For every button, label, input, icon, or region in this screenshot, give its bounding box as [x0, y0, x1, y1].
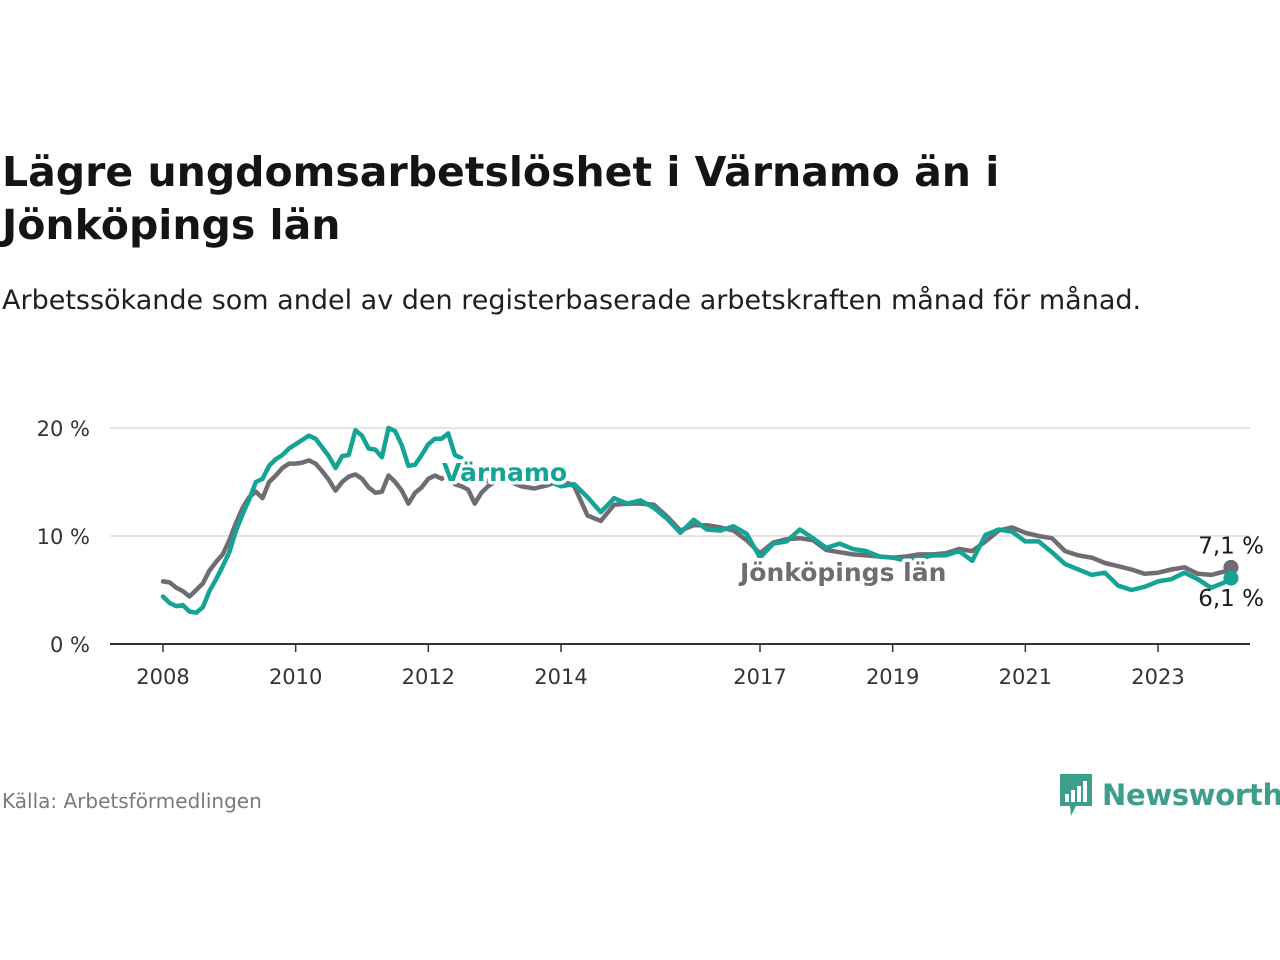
brand-name: Newsworthy [1102, 778, 1280, 812]
x-tick-label: 2023 [1131, 665, 1184, 689]
y-tick-label: 20 % [37, 417, 90, 441]
x-tick-label: 2008 [136, 665, 189, 689]
series-label-varnamo: Värnamo [442, 458, 567, 487]
series-lines [160, 425, 1239, 615]
chart-title: Lägre ungdomsarbetslöshet i Värnamo än i… [2, 148, 1000, 249]
bar-chart-logo-icon [1060, 774, 1092, 816]
x-tick-label: 2017 [733, 665, 786, 689]
end-point-jonkoping [1223, 559, 1239, 575]
series-line-varnamo [160, 425, 1234, 615]
x-tick-label: 2014 [534, 665, 587, 689]
series-label-jonkoping: Jönköpings län [738, 558, 946, 587]
y-tick-label: 10 % [37, 525, 90, 549]
x-tick-label: 2010 [269, 665, 322, 689]
newsworthy-logo[interactable]: Newsworthy [1058, 772, 1280, 818]
end-label-varnamo: 6,1 % [1198, 586, 1264, 612]
axes: 0 % 10 % 20 % 2008 2010 2012 2014 2017 2019 2021 2… [37, 417, 1250, 689]
gridlines [110, 427, 1250, 537]
series-labels: Värnamo Jönköpings län 7,1 % 6,1 % [439, 455, 1264, 613]
source-note: Källa: Arbetsförmedlingen [2, 789, 262, 813]
series-line-jonkoping [160, 458, 1234, 599]
y-tick-label: 0 % [50, 633, 90, 657]
x-tick-label: 2019 [866, 665, 919, 689]
chart-subtitle: Arbetssökande som andel av den registerb… [2, 285, 1142, 316]
line-chart: 0 % 10 % 20 % 2008 2010 2012 2014 2017 2019 2021 2… [37, 417, 1264, 689]
end-point-varnamo [1223, 570, 1239, 586]
end-label-jonkoping: 7,1 % [1198, 533, 1264, 559]
x-tick-label: 2012 [402, 665, 455, 689]
x-tick-label: 2021 [999, 665, 1052, 689]
